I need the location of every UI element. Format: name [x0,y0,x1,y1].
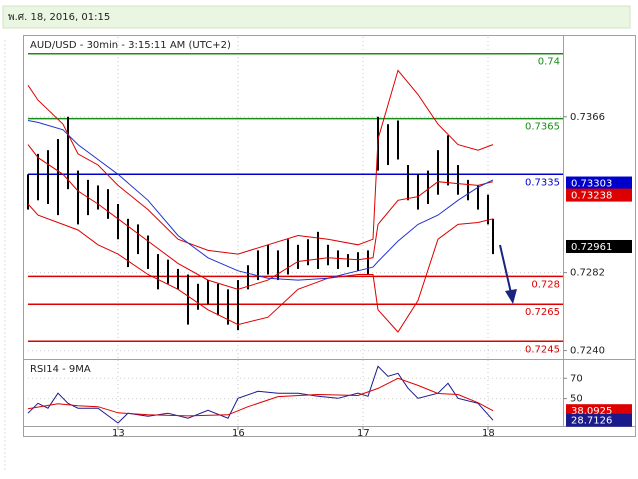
plot-layer: 0.7366 0.7282 0.7240 0.74 0.7365 0.7335 0.728 0… [27,37,632,439]
level-label: 0.74 [538,57,560,68]
value-box-label: 0.73238 [571,191,612,202]
y-tick-label: 70 [570,373,583,384]
arrow-head [505,289,517,304]
value-box-label: 28.7126 [571,416,612,427]
series-line [27,69,494,255]
level-label: 0.7245 [525,344,560,355]
x-tick-label: 17 [357,428,370,439]
value-box-label: 0.73303 [571,179,612,190]
value-box-label: 0.72961 [571,242,612,253]
y-tick-label: 50 [570,394,583,405]
value-box [566,188,632,202]
series-line [27,365,494,424]
arrow [499,244,512,294]
x-tick-label: 18 [482,428,495,439]
value-box [566,413,632,427]
value-box [566,239,632,253]
level-label: 0.7365 [525,122,560,133]
series-line [27,203,494,333]
x-tick-label: 16 [232,428,245,439]
header-text: พ.ศ. 18, 2016, 01:15 [8,12,110,23]
level-label: 0.7335 [525,177,560,188]
series-line [27,120,494,281]
value-box-label: 38.0925 [571,406,612,417]
chart-title: AUD/USD - 30min - 3:15:11 AM (UTC+2) [30,40,231,51]
chart-frame [23,35,636,437]
y-tick-label: 0.7366 [570,112,605,123]
level-label: 0.7265 [525,307,560,318]
rsi-title: RSI14 - 9MA [30,364,91,375]
level-label: 0.728 [531,279,560,290]
y-tick-label: 0.7282 [570,268,605,279]
header-bar [2,5,631,29]
y-tick-label: 0.7240 [570,346,605,357]
series-line [27,144,494,290]
series-line [27,377,494,417]
x-tick-label: 13 [112,428,125,439]
value-box [566,176,632,190]
